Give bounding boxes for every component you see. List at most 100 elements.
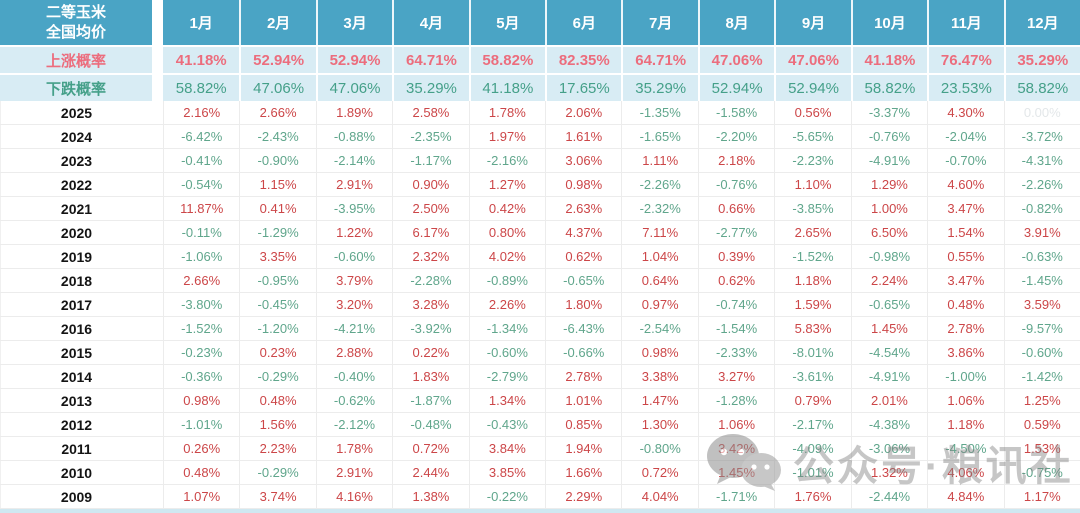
column-spacer [152, 101, 163, 124]
monthly-change-value: 1.83% [392, 365, 468, 388]
monthly-change-value: -1.01% [163, 413, 239, 436]
monthly-change-value: 3.47% [927, 269, 1003, 292]
column-spacer [152, 149, 163, 172]
monthly-change-value: -4.31% [1003, 149, 1080, 172]
monthly-change-value: 1.32% [850, 461, 927, 484]
year-label: 2013 [0, 389, 152, 412]
monthly-change-value: 0.64% [621, 269, 697, 292]
monthly-change-value: 1.89% [315, 101, 392, 124]
year-label: 2019 [0, 245, 152, 268]
monthly-change-value: -3.61% [774, 365, 850, 388]
column-spacer [152, 125, 163, 148]
monthly-change-value: 2.01% [850, 389, 927, 412]
monthly-change-value: -0.82% [1003, 197, 1080, 220]
monthly-change-value: -1.17% [392, 149, 468, 172]
monthly-change-value: 1.97% [468, 125, 545, 148]
monthly-change-value: 11.87% [163, 197, 239, 220]
year-row: 2009 1.07% 3.74% 4.16% 1.38% -0.22% 2.29% 4.04%… [0, 485, 1080, 509]
rise-probability-value: 47.06% [774, 47, 851, 73]
monthly-change-value: 2.23% [239, 437, 315, 460]
year-row: 2020 -0.11% -1.29% 1.22% 6.17% 0.80% 4.37% 7.11… [0, 221, 1080, 245]
rise-probability-value: 41.18% [163, 47, 240, 73]
fall-probability-value: 35.29% [621, 75, 698, 101]
monthly-change-value: -0.66% [545, 341, 621, 364]
column-spacer [152, 293, 163, 316]
monthly-change-value: -2.26% [621, 173, 697, 196]
monthly-change-value: -1.58% [697, 101, 774, 124]
monthly-change-value: -3.72% [1003, 125, 1080, 148]
monthly-change-value: 0.55% [927, 245, 1003, 268]
monthly-change-value: 1.45% [850, 317, 927, 340]
column-spacer [152, 341, 163, 364]
column-spacer [152, 245, 163, 268]
monthly-change-value: 4.06% [927, 461, 1003, 484]
rise-probability-value: 58.82% [468, 47, 546, 73]
year-label: 2020 [0, 221, 152, 244]
month-header: 10月 [850, 0, 928, 45]
monthly-change-value: -0.40% [315, 365, 392, 388]
monthly-change-value: 2.65% [774, 221, 850, 244]
monthly-change-value: -1.45% [1003, 269, 1080, 292]
monthly-change-value: 1.59% [774, 293, 850, 316]
year-row: 2014 -0.36% -0.29% -0.40% 1.83% -2.79% 2.78% 3.… [0, 365, 1080, 389]
year-row: 2011 0.26% 2.23% 1.78% 0.72% 3.84% 1.94% -0.80%… [0, 437, 1080, 461]
monthly-change-value: -4.54% [850, 341, 927, 364]
year-row: 2015 -0.23% 0.23% 2.88% 0.22% -0.60% -0.66% 0.9… [0, 341, 1080, 365]
rise-probability-value: 35.29% [1003, 47, 1080, 73]
monthly-change-value: 0.00% [1003, 101, 1080, 124]
monthly-change-value: 1.66% [545, 461, 621, 484]
monthly-change-value: 5.83% [774, 317, 850, 340]
monthly-change-value: 0.98% [545, 173, 621, 196]
monthly-change-value: -0.60% [1003, 341, 1080, 364]
monthly-change-value: 0.79% [774, 389, 850, 412]
monthly-change-value: -0.63% [1003, 245, 1080, 268]
rise-probability-label: 上涨概率 [0, 47, 152, 73]
monthly-change-value: 0.39% [697, 245, 774, 268]
month-header: 9月 [774, 0, 851, 45]
column-spacer [152, 485, 163, 508]
monthly-change-value: 0.85% [545, 413, 621, 436]
monthly-change-value: 3.38% [621, 365, 697, 388]
monthly-change-value: -1.28% [697, 389, 774, 412]
rise-probability-value: 47.06% [697, 47, 775, 73]
monthly-change-value: 0.48% [927, 293, 1003, 316]
monthly-change-value: 1.61% [545, 125, 621, 148]
month-header: 7月 [621, 0, 698, 45]
monthly-change-value: -3.95% [315, 197, 392, 220]
year-row: 2023 -0.41% -0.90% -2.14% -1.17% -2.16% 3.06% 1… [0, 149, 1080, 173]
month-header: 3月 [315, 0, 393, 45]
monthly-change-value: 2.32% [392, 245, 468, 268]
month-header: 11月 [927, 0, 1004, 45]
year-label: 2010 [0, 461, 152, 484]
monthly-change-value: -0.95% [239, 269, 315, 292]
column-spacer [152, 47, 163, 73]
fall-probability-row: 下跌概率 58.82% 47.06% 47.06% 35.29% 41.18% 17.65… [0, 75, 1080, 101]
monthly-change-value: 3.06% [545, 149, 621, 172]
monthly-change-value: 3.27% [697, 365, 774, 388]
monthly-change-value: 3.35% [239, 245, 315, 268]
year-rows-section: 2025 2.16% 2.66% 1.89% 2.58% 1.78% 2.06% -1.35%… [0, 101, 1080, 509]
monthly-change-value: 0.41% [239, 197, 315, 220]
monthly-change-value: -0.62% [315, 389, 392, 412]
rise-probability-value: 52.94% [239, 47, 316, 73]
corner-label-line2: 全国均价 [45, 23, 106, 41]
rise-probability-value: 76.47% [927, 47, 1004, 73]
monthly-change-value: 4.02% [468, 245, 545, 268]
column-spacer [152, 173, 163, 196]
column-spacer [152, 75, 163, 101]
monthly-change-value: 1.56% [239, 413, 315, 436]
year-label: 2016 [0, 317, 152, 340]
monthly-change-value: 2.91% [315, 173, 392, 196]
monthly-change-value: -4.21% [315, 317, 392, 340]
monthly-change-value: -8.01% [774, 341, 850, 364]
monthly-change-value: 1.22% [315, 221, 392, 244]
monthly-change-value: 0.98% [621, 341, 697, 364]
monthly-change-value: 2.78% [545, 365, 621, 388]
monthly-change-value: 1.54% [927, 221, 1003, 244]
monthly-change-value: 0.62% [697, 269, 774, 292]
monthly-change-value: -0.76% [850, 125, 927, 148]
monthly-change-value: -4.91% [850, 365, 927, 388]
monthly-change-value: -1.52% [163, 317, 239, 340]
monthly-change-value: 2.66% [163, 269, 239, 292]
